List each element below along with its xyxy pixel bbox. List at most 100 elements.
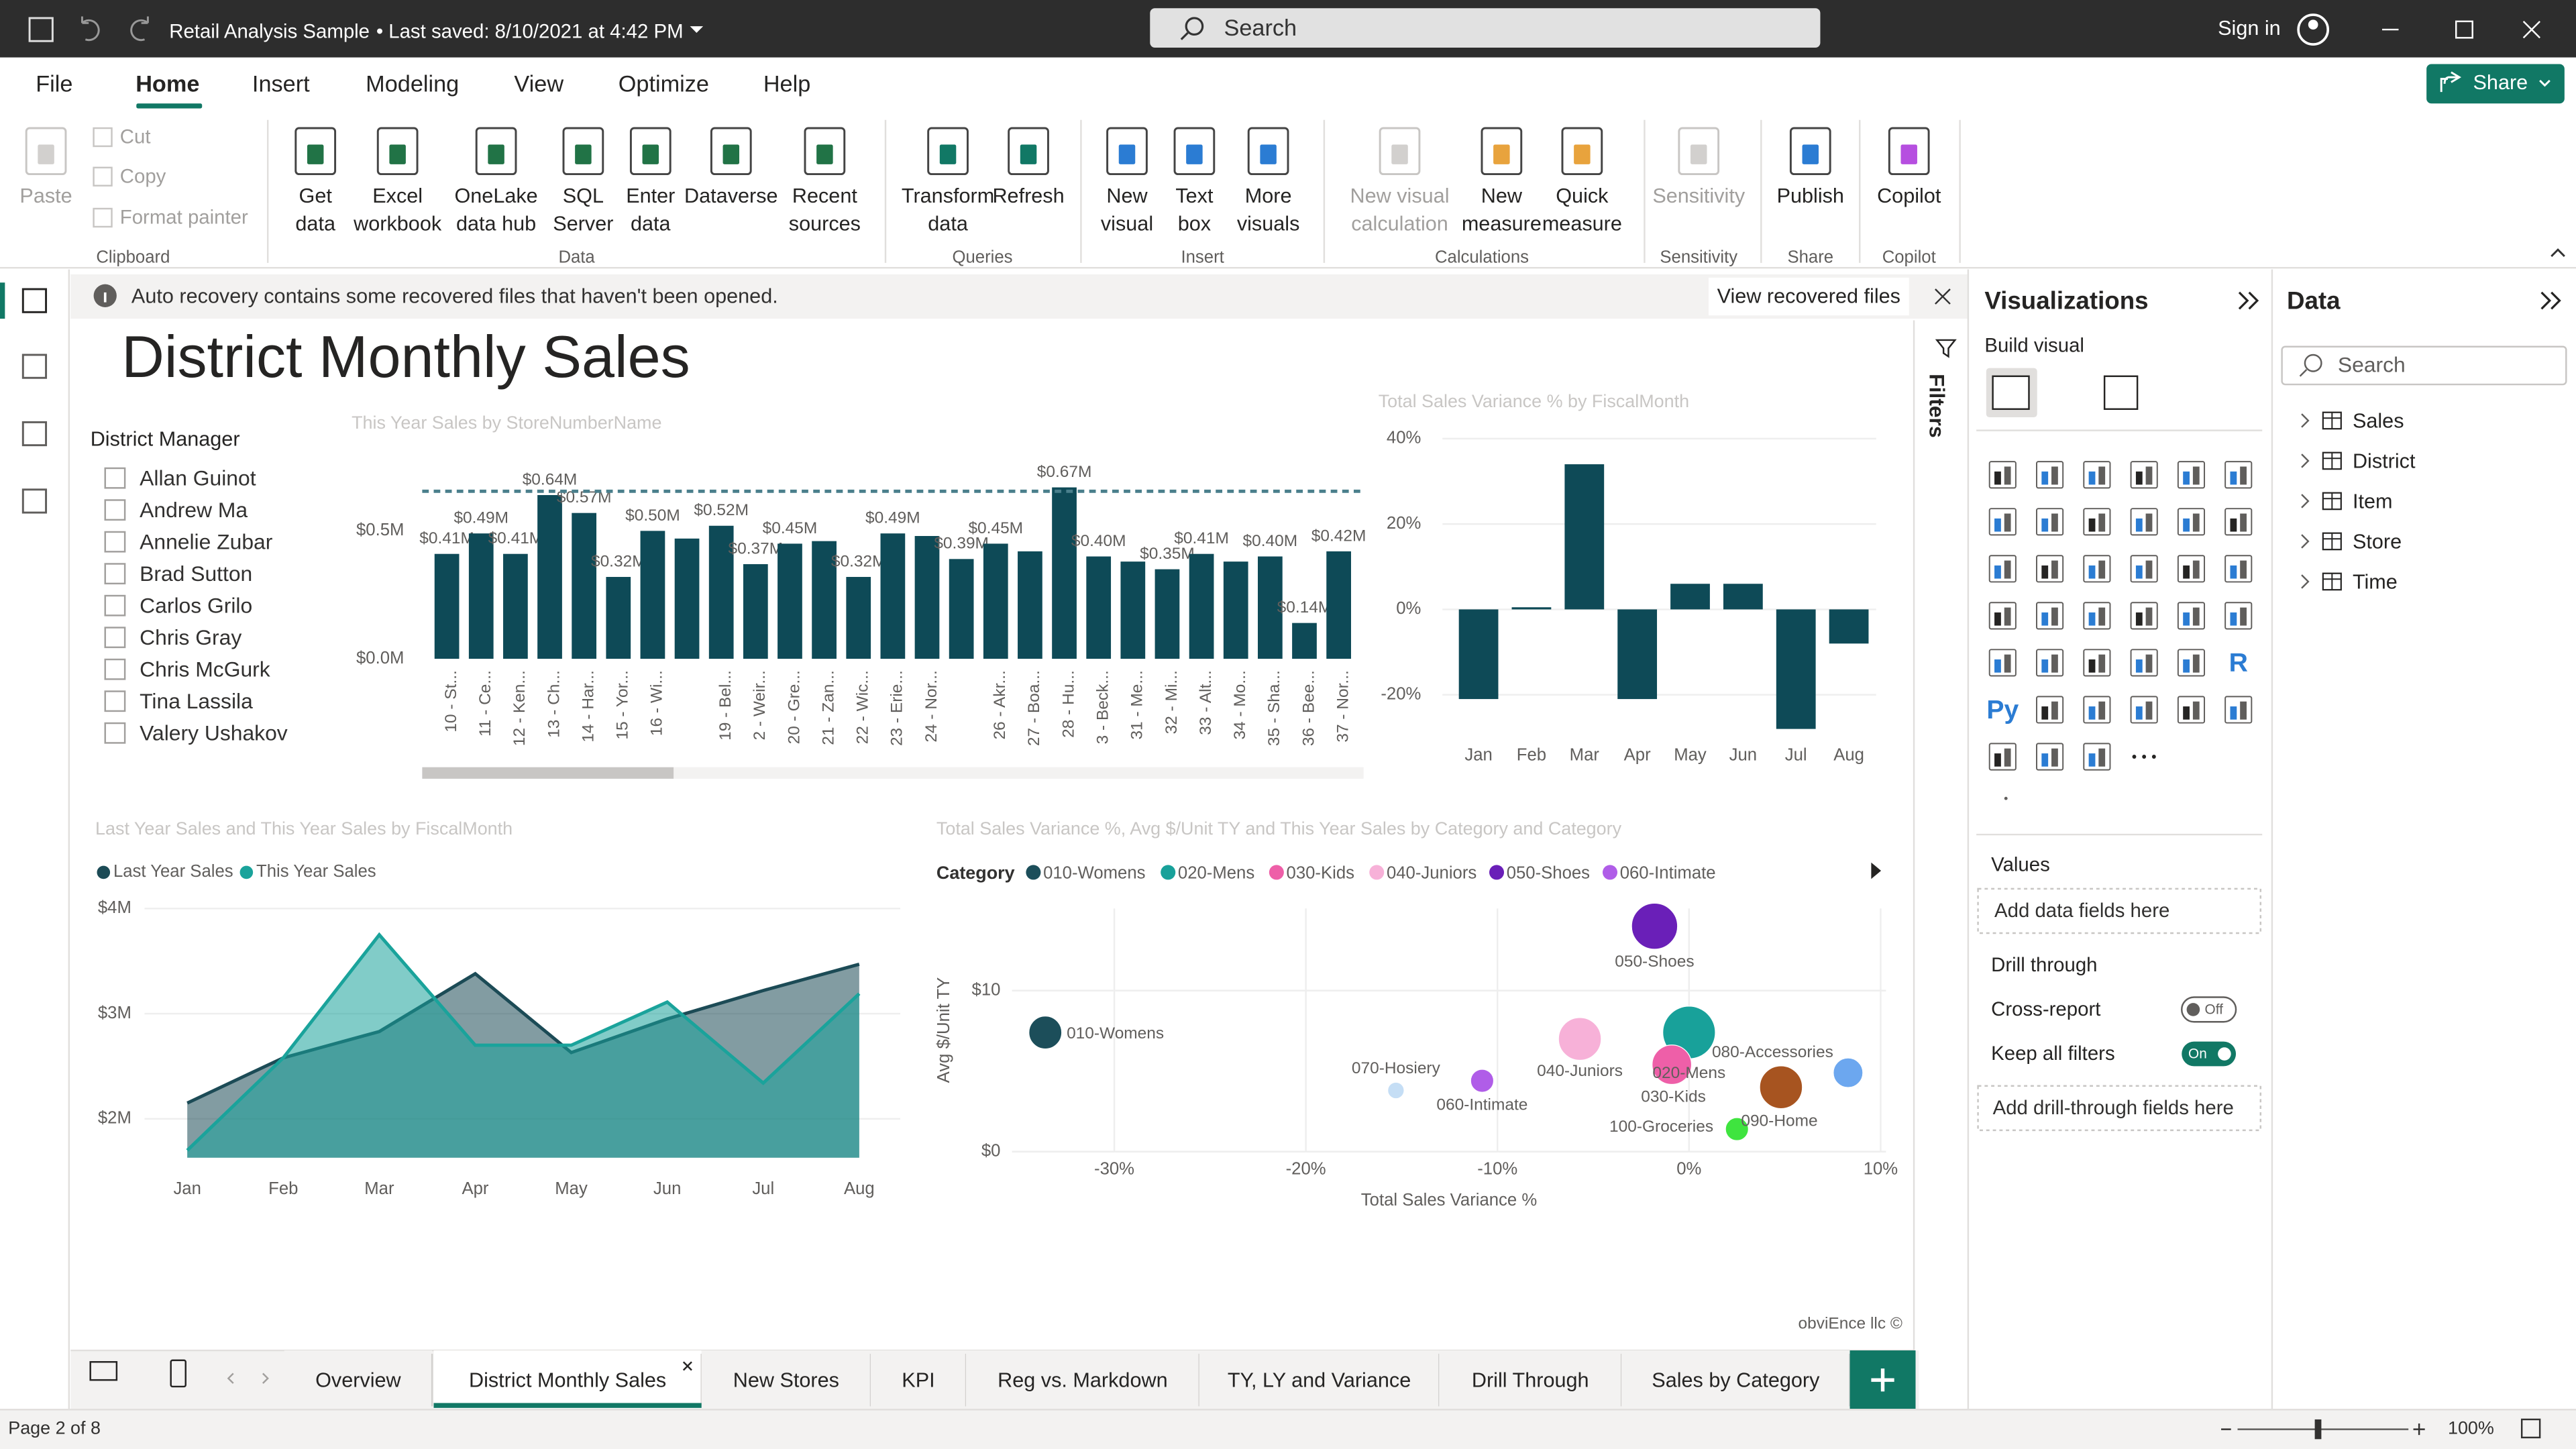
bar[interactable] bbox=[1326, 551, 1351, 659]
ribbon-button[interactable]: New visual bbox=[1350, 184, 1450, 207]
collapse-pane[interactable] bbox=[2540, 291, 2561, 310]
bubble[interactable] bbox=[1652, 1044, 1693, 1085]
ribbon-button[interactable]: Copilot bbox=[1877, 184, 1941, 207]
bar[interactable] bbox=[674, 538, 700, 659]
visual-type-button[interactable]: R bbox=[2229, 649, 2248, 678]
visual-type-button[interactable] bbox=[2177, 461, 2206, 489]
page-tab[interactable] bbox=[1621, 1350, 1850, 1410]
bar[interactable] bbox=[777, 543, 802, 659]
legend-label[interactable]: 060-Intimate bbox=[1620, 864, 1716, 883]
mobile-view[interactable] bbox=[170, 1359, 186, 1388]
slicer-item[interactable]: Andrew Ma bbox=[140, 498, 248, 522]
visual-type-button[interactable] bbox=[2177, 508, 2206, 536]
visual-type-button[interactable] bbox=[2083, 743, 2111, 771]
page-tab[interactable] bbox=[284, 1350, 433, 1410]
bar[interactable] bbox=[1120, 561, 1146, 659]
bar[interactable] bbox=[572, 513, 597, 659]
bar[interactable] bbox=[1189, 553, 1214, 659]
bar[interactable] bbox=[914, 535, 940, 659]
ribbon-button[interactable]: sources bbox=[789, 213, 861, 235]
collapse-ribbon[interactable] bbox=[2551, 248, 2565, 258]
nav-view-icon[interactable] bbox=[21, 488, 48, 514]
ribbon-button[interactable]: measure bbox=[1462, 213, 1542, 235]
slicer-checkbox[interactable] bbox=[104, 531, 126, 553]
bar[interactable] bbox=[1257, 556, 1283, 659]
bar[interactable] bbox=[1723, 584, 1763, 610]
format-visual-icon[interactable] bbox=[2103, 375, 2139, 411]
visual-type-button[interactable] bbox=[2036, 649, 2064, 677]
ribbon-button[interactable]: New bbox=[1481, 184, 1523, 207]
close-page[interactable] bbox=[682, 1361, 692, 1371]
bar[interactable] bbox=[1829, 609, 1869, 644]
slicer-item[interactable]: Annelie Zubar bbox=[140, 530, 273, 554]
ribbon-button[interactable]: Paste bbox=[19, 184, 72, 207]
sign-in[interactable]: Sign in bbox=[2218, 17, 2281, 40]
drop-zone[interactable] bbox=[1977, 888, 2262, 934]
visual-type-button[interactable] bbox=[2177, 555, 2206, 583]
visual-type-button[interactable] bbox=[2224, 461, 2253, 489]
legend-label[interactable]: 010-Womens bbox=[1043, 864, 1145, 883]
bar[interactable] bbox=[1564, 464, 1605, 610]
bar[interactable] bbox=[708, 525, 734, 659]
page-tab[interactable] bbox=[966, 1350, 1199, 1410]
visual-type-button[interactable] bbox=[2177, 602, 2206, 630]
expand-chevron[interactable] bbox=[2301, 494, 2310, 508]
ribbon-button[interactable]: workbook bbox=[353, 213, 442, 235]
ribbon-tab[interactable]: Insert bbox=[252, 71, 310, 97]
slicer-item[interactable]: Valery Ushakov bbox=[140, 721, 288, 745]
visual-type-button[interactable] bbox=[2224, 696, 2253, 724]
bar[interactable] bbox=[434, 553, 460, 659]
page-tab[interactable] bbox=[870, 1350, 966, 1410]
visual-type-button[interactable] bbox=[2130, 649, 2158, 677]
visual-type-button[interactable] bbox=[2224, 555, 2253, 583]
bar[interactable] bbox=[606, 577, 631, 659]
visual-type-button[interactable] bbox=[2083, 461, 2111, 489]
collapse-pane[interactable] bbox=[2238, 291, 2259, 310]
maximize[interactable] bbox=[2455, 20, 2473, 39]
bubble[interactable] bbox=[1631, 902, 1678, 950]
ribbon-button[interactable]: Excel bbox=[372, 184, 423, 207]
visual-type-button[interactable] bbox=[2083, 602, 2111, 630]
ribbon-button[interactable]: Quick bbox=[1556, 184, 1609, 207]
zoom-in[interactable] bbox=[2413, 1424, 2425, 1436]
slicer-checkbox[interactable] bbox=[104, 594, 126, 616]
table-name[interactable]: Time bbox=[2353, 570, 2398, 593]
page-tab[interactable] bbox=[1439, 1350, 1622, 1410]
visual-type-button[interactable] bbox=[1988, 743, 2017, 771]
filters-pane-toggle[interactable]: Filters bbox=[1925, 374, 1949, 438]
bar[interactable] bbox=[846, 577, 871, 659]
slicer-checkbox[interactable] bbox=[104, 499, 126, 521]
bar[interactable] bbox=[949, 559, 974, 659]
bar[interactable] bbox=[1223, 561, 1248, 659]
ribbon-button[interactable]: OneLake bbox=[454, 184, 537, 207]
expand-chevron[interactable] bbox=[2301, 453, 2310, 468]
page-tab-label[interactable]: KPI bbox=[902, 1369, 934, 1392]
visual-type-button[interactable] bbox=[2036, 696, 2064, 724]
scrollbar-thumb[interactable] bbox=[422, 767, 674, 779]
bar[interactable] bbox=[880, 533, 906, 659]
visual-type-button[interactable] bbox=[2036, 602, 2064, 630]
visual-type-button[interactable] bbox=[2130, 602, 2158, 630]
visual-type-button[interactable] bbox=[2130, 508, 2158, 536]
data-search[interactable] bbox=[2281, 345, 2567, 386]
expand-chevron[interactable] bbox=[2301, 413, 2310, 428]
bar[interactable] bbox=[1052, 487, 1077, 659]
ribbon-tab[interactable]: Help bbox=[763, 71, 810, 97]
ribbon-button[interactable]: Refresh bbox=[992, 184, 1064, 207]
page-tab[interactable] bbox=[433, 1350, 702, 1410]
view-recovered-label[interactable]: View recovered files bbox=[1717, 284, 1900, 307]
ribbon-tab[interactable]: Modeling bbox=[366, 71, 459, 97]
legend-label[interactable]: 050-Shoes bbox=[1507, 864, 1590, 883]
ribbon-button[interactable]: Sensitivity bbox=[1652, 184, 1745, 207]
ribbon-button[interactable]: Enter bbox=[626, 184, 675, 207]
undo-icon[interactable] bbox=[80, 16, 100, 42]
bar[interactable] bbox=[1617, 609, 1658, 700]
bubble[interactable] bbox=[1470, 1069, 1495, 1093]
ribbon-button[interactable]: Transform bbox=[902, 184, 994, 207]
bubble[interactable] bbox=[1558, 1017, 1602, 1061]
bubble[interactable] bbox=[1028, 1016, 1063, 1050]
page-tab-label[interactable]: Sales by Category bbox=[1652, 1369, 1820, 1392]
share-button[interactable] bbox=[2426, 64, 2565, 104]
visual-type-button[interactable] bbox=[2224, 602, 2253, 630]
bubble[interactable] bbox=[1759, 1065, 1803, 1110]
